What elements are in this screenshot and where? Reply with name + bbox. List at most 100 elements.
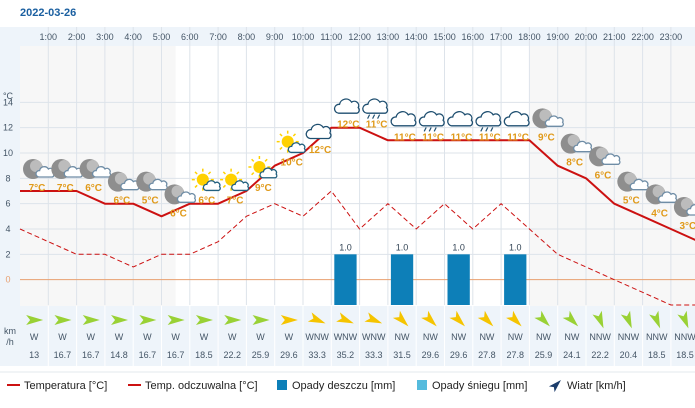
wind-direction: W (200, 332, 209, 342)
sun-ray (194, 171, 198, 175)
wind-arrow-icon (167, 315, 185, 325)
wind-arrow-shape (562, 310, 579, 327)
wind-speed: 16.7 (82, 350, 100, 360)
sun-shape (281, 135, 294, 148)
wind-direction: WNW (334, 332, 358, 342)
wind-arrow-icon (364, 312, 383, 324)
icon-temp-label: 11°C (422, 132, 444, 143)
sun-shape (225, 173, 238, 186)
cloud-shape (91, 166, 112, 178)
moon-cloud-icon (617, 171, 649, 192)
wind-legend-arrow (548, 380, 561, 393)
wind-speed: 16.7 (167, 350, 185, 360)
icon-temp-label: 6°C (198, 196, 215, 207)
wind-arrow-icon (307, 312, 326, 324)
moon-highlight (58, 160, 71, 172)
hour-label: 7:00 (209, 32, 227, 42)
wind-arrow-icon (26, 315, 44, 325)
icon-temp-label: 4°C (651, 208, 668, 219)
felt-temperature-line (19, 190, 695, 306)
hour-label: 5:00 (153, 32, 171, 42)
legend-label: Wiatr [km/h] (567, 380, 626, 392)
sun-ray (236, 171, 240, 175)
wind-unit-label: /h (6, 337, 14, 347)
wind-direction: NW (564, 332, 579, 342)
y-tick-label: 6 (5, 199, 10, 209)
rain-drop (428, 127, 432, 132)
chart-date: 2022-03-26 (20, 7, 76, 19)
y-tick-label: 12 (3, 123, 13, 133)
moon-cloud-icon (79, 159, 112, 179)
wind-speed: 29.6 (422, 350, 440, 360)
icon-temp-label: 9°C (538, 132, 555, 143)
wind-speed: 25.9 (535, 350, 553, 360)
hour-label: 3:00 (96, 32, 114, 42)
rain-bar-label: 1.0 (509, 242, 522, 252)
hour-header (0, 27, 695, 46)
y-tick-label: 8 (5, 173, 10, 183)
sun-shape (253, 161, 266, 173)
hour-label: 14:00 (405, 32, 428, 42)
wind-arrow-shape (111, 315, 129, 325)
legend-label: Opady śniegu [mm] (432, 380, 527, 392)
hour-label: 10:00 (292, 32, 315, 42)
wind-arrow-icon (82, 315, 100, 325)
hour-label: 1:00 (40, 32, 58, 42)
wind-direction: W (228, 332, 237, 342)
icon-temp-label: 11°C (366, 120, 388, 131)
rain-drop (372, 114, 376, 119)
icon-temp-label: 11°C (507, 132, 529, 143)
wind-arrow-shape (167, 315, 185, 325)
y-tick-label: 2 (5, 249, 10, 259)
hour-label: 9:00 (266, 32, 284, 42)
cloud-shape (148, 178, 168, 191)
wind-direction: NW (508, 332, 523, 342)
y-tick-label: 4 (5, 224, 10, 234)
moon-cloud-icon (51, 159, 83, 179)
moon-highlight (652, 185, 665, 198)
sun-ray (264, 158, 268, 162)
sun-ray (222, 184, 226, 188)
wind-arrow-shape (620, 310, 632, 329)
rain-drop (377, 114, 381, 119)
cloud-shape (333, 98, 360, 114)
cloud-shape (259, 167, 278, 179)
rain-drop (490, 127, 494, 132)
icon-temp-label: 8°C (566, 158, 583, 169)
wind-arrow-shape (677, 310, 689, 329)
cloud-shape (231, 180, 250, 192)
hour-label: 6:00 (181, 32, 199, 42)
moon-highlight (171, 185, 184, 198)
wind-band (0, 306, 695, 366)
moon-cloud-icon (673, 197, 695, 217)
wind-arrow-shape (534, 310, 550, 327)
wind-arrow-icon (534, 310, 550, 327)
wind-arrow-icon (677, 310, 689, 329)
icon-temp-label: 6°C (85, 183, 102, 194)
wind-speed: 22.2 (223, 350, 241, 360)
cloud-icon (447, 111, 474, 127)
wind-speed: 18.5 (648, 350, 666, 360)
sun-cloud-icon (220, 168, 250, 192)
icon-temp-label: 12°C (309, 145, 331, 156)
icon-temp-label: 5°C (142, 196, 159, 207)
rain-bar (390, 254, 414, 305)
hour-label: 15:00 (433, 32, 456, 42)
wind-arrow-shape (364, 312, 383, 324)
icon-temp-label: 7°C (57, 183, 74, 194)
wind-direction: WNW (362, 332, 386, 342)
rain-cloud-icon (475, 111, 502, 132)
hour-label: 21:00 (603, 32, 626, 42)
wind-arrow-icon (54, 315, 72, 325)
wind-arrow-shape (82, 315, 100, 325)
hour-label: 4:00 (124, 32, 142, 42)
cloud-icon (333, 98, 360, 114)
wind-direction: NNW (646, 332, 668, 342)
wind-arrow-shape (280, 315, 298, 325)
cloud-shape (544, 115, 564, 127)
hour-label: 19:00 (546, 32, 569, 42)
rain-drop (423, 127, 427, 132)
wind-direction: WNW (305, 332, 329, 342)
wind-arrow-shape (54, 315, 72, 325)
